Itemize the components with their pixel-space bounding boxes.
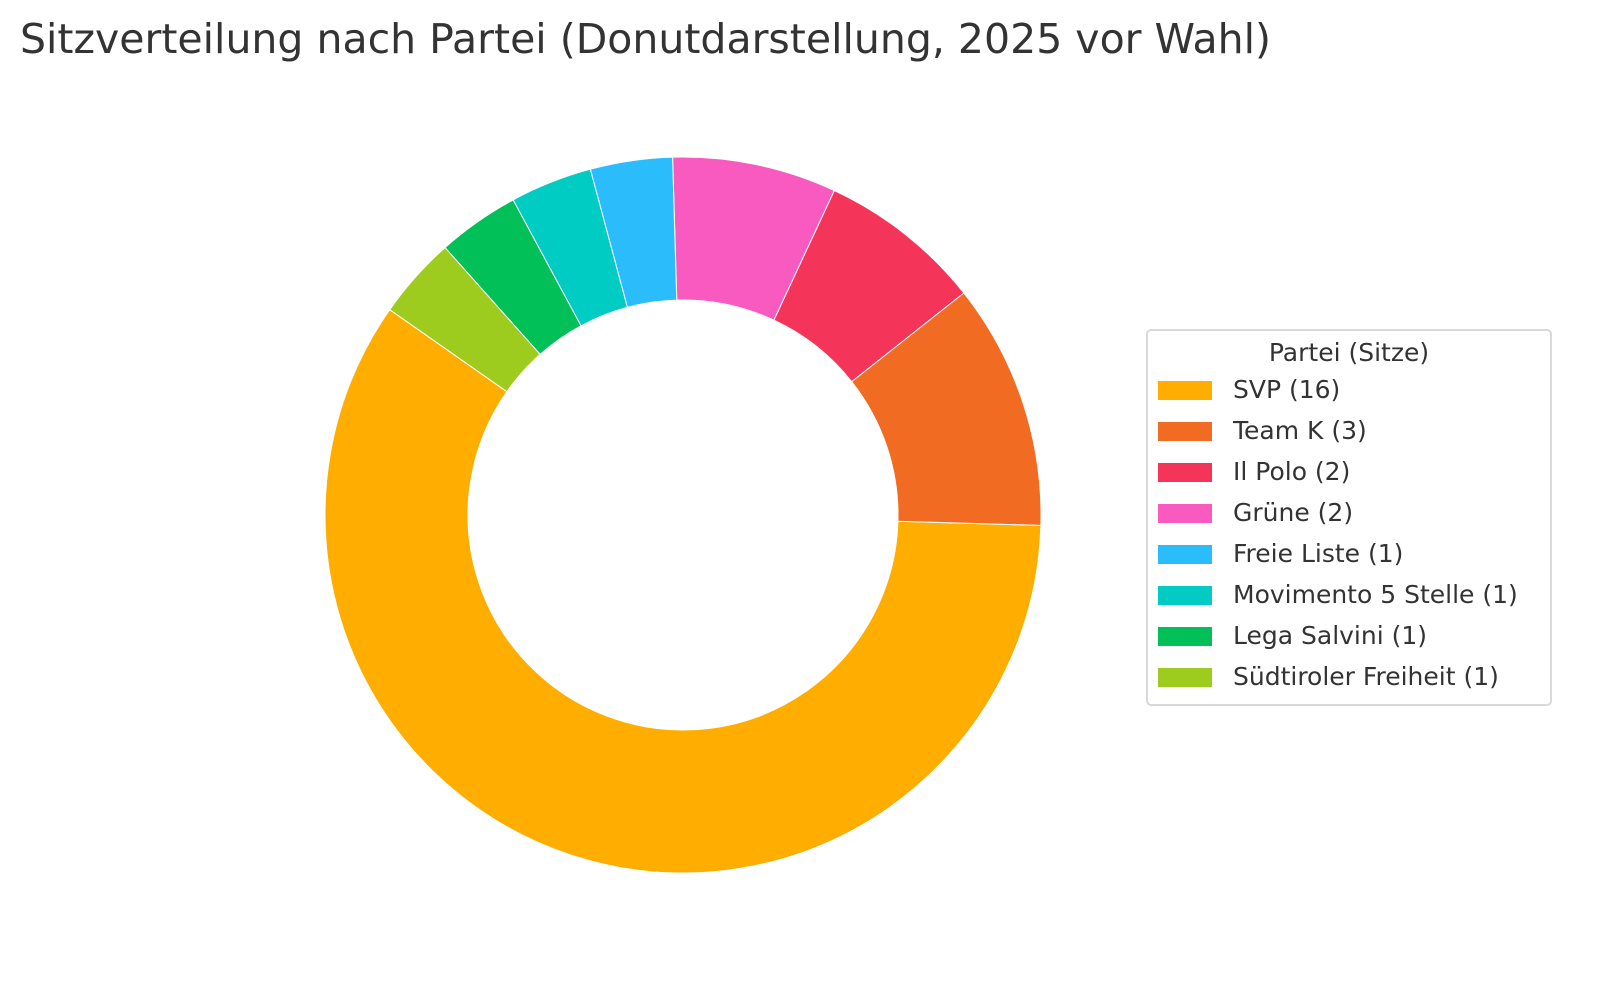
legend-label: Lega Salvini (1): [1233, 621, 1428, 650]
legend-item: Team K (3): [1148, 416, 1550, 457]
legend-item: SVP (16): [1148, 375, 1550, 416]
legend-swatch: [1158, 586, 1212, 605]
legend-swatch: [1158, 627, 1212, 646]
legend-label: Südtiroler Freiheit (1): [1233, 662, 1499, 691]
legend-label: Team K (3): [1233, 416, 1367, 445]
legend-label: Il Polo (2): [1233, 457, 1351, 486]
legend-item: Grüne (2): [1148, 498, 1550, 539]
legend-label: SVP (16): [1233, 375, 1341, 404]
legend-title: Partei (Sitze): [1268, 338, 1430, 367]
legend-item: Lega Salvini (1): [1148, 621, 1550, 662]
legend-label: Movimento 5 Stelle (1): [1233, 580, 1518, 609]
legend-swatch: [1158, 381, 1212, 400]
legend-item: Freie Liste (1): [1148, 539, 1550, 580]
legend: Partei (Sitze) SVP (16) Team K (3) Il Polo…: [1146, 329, 1552, 706]
legend-item: Südtiroler Freiheit (1): [1148, 662, 1550, 703]
legend-label: Grüne (2): [1233, 498, 1354, 527]
legend-swatch: [1158, 422, 1212, 441]
legend-list: SVP (16) Team K (3) Il Polo (2) Grüne (2) Fr…: [1148, 375, 1550, 703]
chart-title: Sitzverteilung nach Partei (Donutdarstel…: [20, 15, 1271, 63]
legend-swatch: [1158, 545, 1212, 564]
legend-swatch: [1158, 504, 1212, 523]
legend-swatch: [1158, 463, 1212, 482]
legend-item: Movimento 5 Stelle (1): [1148, 580, 1550, 621]
donut-slice-svp: [324, 308, 1042, 874]
legend-label: Freie Liste (1): [1233, 539, 1404, 568]
legend-swatch: [1158, 668, 1212, 687]
donut-slice-s-dtiroler-freiheit: [389, 246, 541, 393]
legend-item: Il Polo (2): [1148, 457, 1550, 498]
